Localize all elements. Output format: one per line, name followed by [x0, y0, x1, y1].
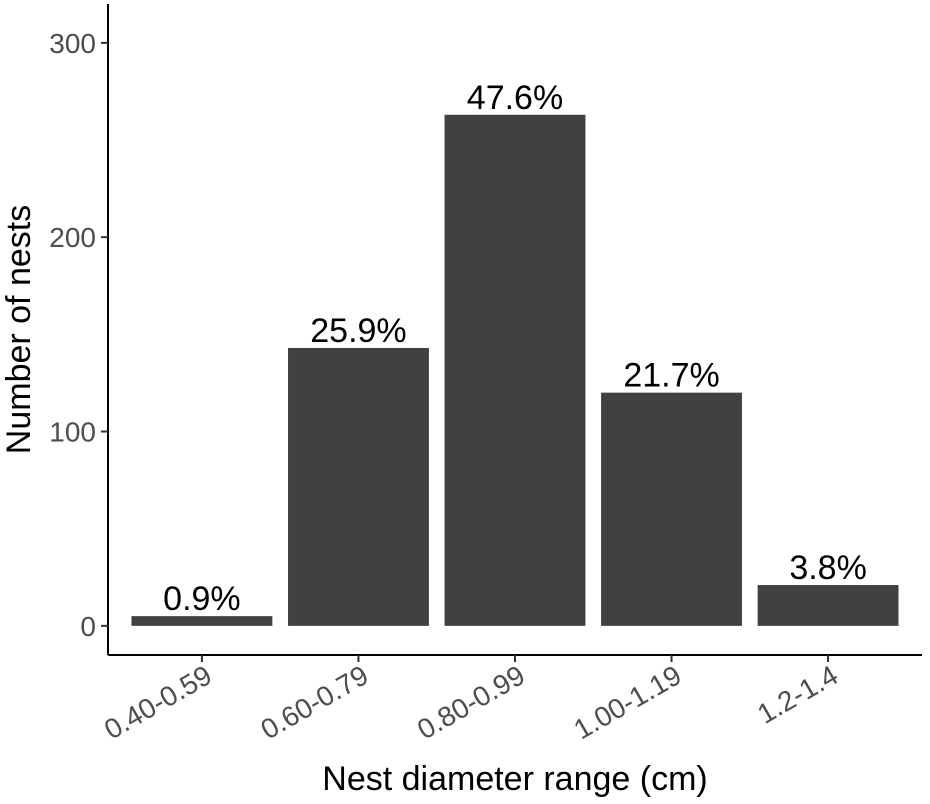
data-label-4: 3.8% — [789, 549, 867, 587]
data-label-0: 0.9% — [163, 580, 241, 618]
bar-0 — [131, 616, 273, 626]
x-tick-label-1: 0.60-0.79 — [255, 659, 373, 745]
bar-2 — [444, 114, 586, 626]
x-tick-label-0: 0.40-0.59 — [99, 659, 217, 745]
y-ticks-layer: 0 100 200 300 — [49, 28, 108, 642]
y-tick-label-1: 100 — [49, 417, 96, 448]
y-axis-title: Number of nests — [0, 205, 38, 454]
data-label-2: 47.6% — [467, 79, 563, 117]
y-tick-label-0: 0 — [80, 611, 96, 642]
x-axis-title: Nest diameter range (cm) — [322, 760, 707, 798]
bar-3 — [601, 392, 742, 626]
x-tick-label-3: 1.00-1.19 — [569, 659, 687, 745]
x-ticks-layer: 0.40-0.59 0.60-0.79 0.80-0.99 1.00-1.19 1.2-… — [99, 655, 843, 745]
x-tick-label-2: 0.80-0.99 — [412, 659, 530, 745]
y-tick-label-3: 300 — [49, 28, 96, 59]
data-labels-layer: 0.9% 25.9% 47.6% 21.7% 3.8% — [163, 79, 867, 618]
data-label-1: 25.9% — [310, 312, 406, 350]
x-tick-label-4: 1.2-1.4 — [752, 659, 843, 729]
bar-1 — [288, 347, 429, 626]
y-tick-label-2: 200 — [49, 222, 96, 253]
bars-layer — [131, 114, 899, 626]
bar-4 — [757, 585, 899, 626]
data-label-3: 21.7% — [623, 357, 719, 395]
